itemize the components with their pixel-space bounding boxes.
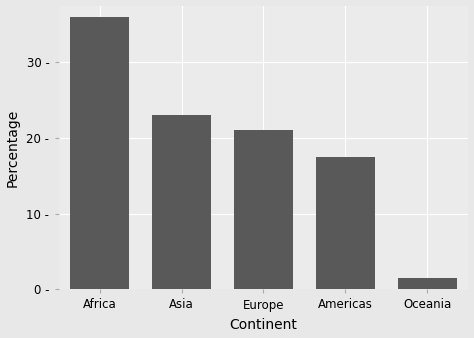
Bar bbox=[316, 157, 375, 289]
Y-axis label: Percentage: Percentage bbox=[6, 108, 19, 187]
Bar bbox=[152, 115, 211, 289]
Bar bbox=[234, 130, 293, 289]
Bar bbox=[398, 278, 457, 289]
Bar bbox=[70, 17, 129, 289]
X-axis label: Continent: Continent bbox=[229, 318, 297, 333]
